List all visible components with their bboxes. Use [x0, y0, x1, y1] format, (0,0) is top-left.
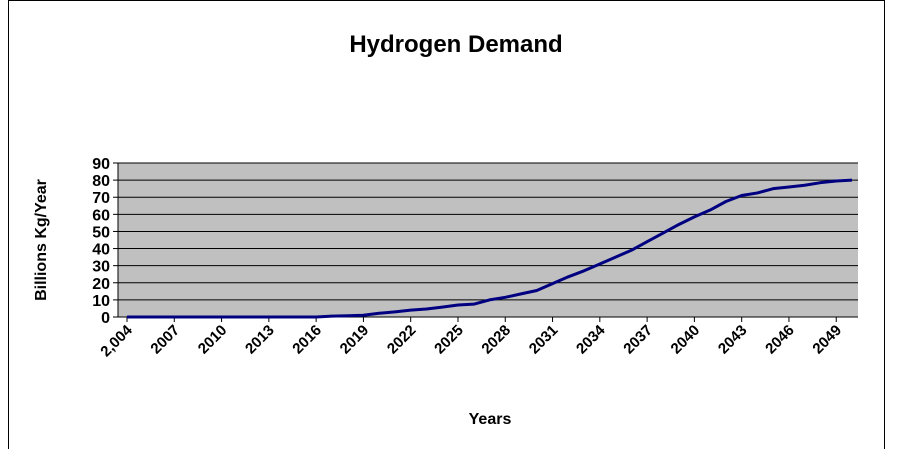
y-tick-label: 0 [101, 310, 110, 327]
y-tick-label: 50 [92, 224, 110, 241]
y-tick-label: 70 [92, 190, 110, 207]
chart-title: Hydrogen Demand [349, 31, 562, 58]
y-tick-label: 80 [92, 173, 110, 190]
data-line [127, 178, 853, 319]
y-tick-label: 90 [92, 156, 110, 173]
y-tick-label: 40 [92, 242, 110, 259]
y-tick-label: 10 [92, 293, 110, 310]
plot-area [118, 163, 858, 317]
y-axis-label: Billions Kg/Year [33, 179, 50, 301]
x-axis-label: Years [469, 411, 512, 428]
y-tick-label: 20 [92, 276, 110, 293]
y-tick-label: 30 [92, 259, 110, 276]
y-tick-label: 60 [92, 207, 110, 224]
